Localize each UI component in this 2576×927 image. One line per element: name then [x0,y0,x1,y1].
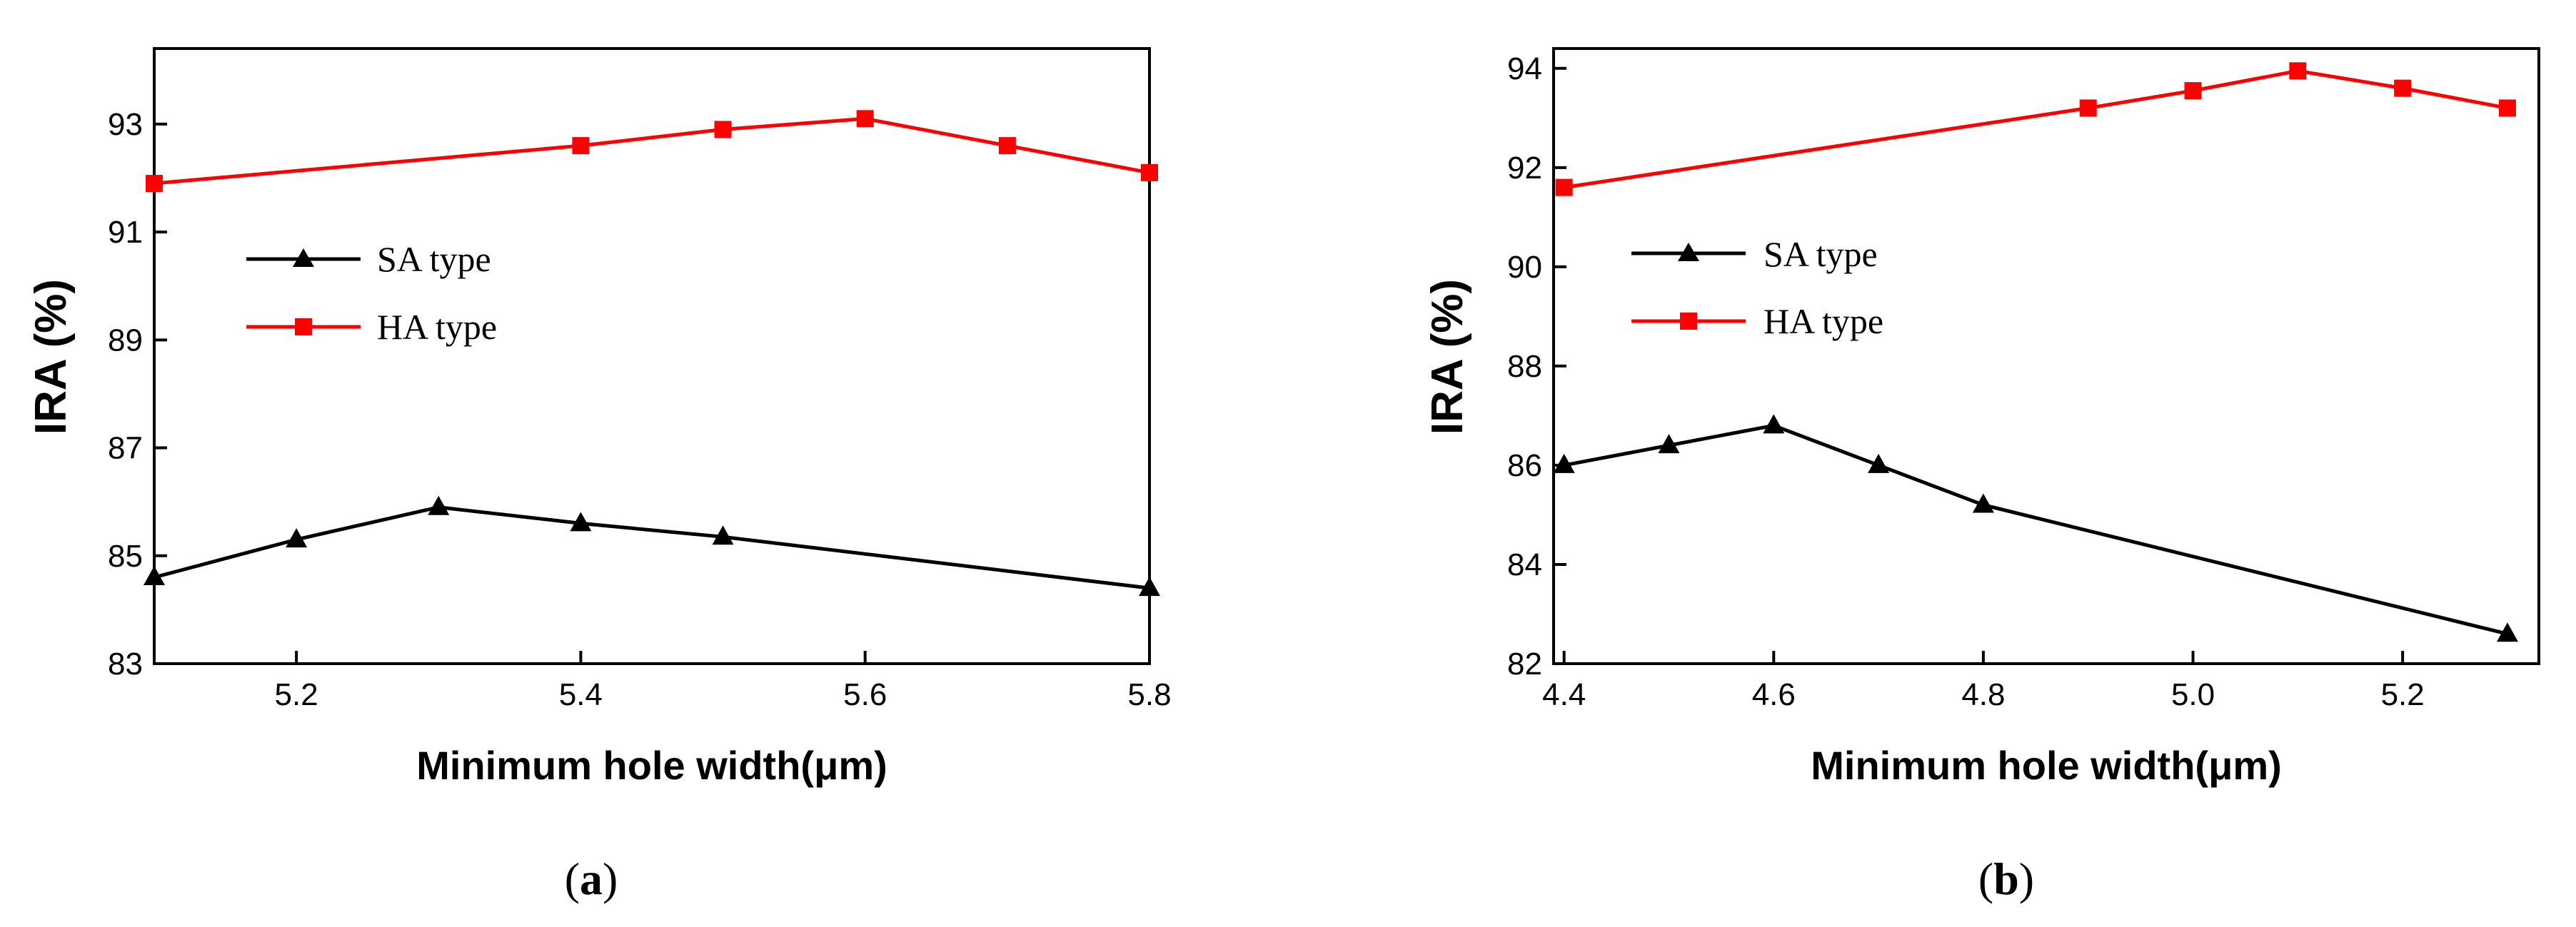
panel-a: 5.2 5.4 5.6 5.8 83 85 87 89 91 93 SA type HA type… [26,47,1172,904]
series-line-ha [1564,69,2508,190]
data-point-sa [1763,414,1785,434]
data-point-ha [998,137,1016,155]
y-tick-label: 91 [108,215,143,250]
legend-square-marker [295,318,312,335]
series-line-sa [1564,423,2508,636]
panel-a-y-axis-title: IRA (%) [26,279,76,435]
x-tick-label: 5.2 [275,677,318,712]
data-point-sa [712,525,734,545]
x-tick-label: 4.4 [1542,677,1586,712]
data-point-sa [428,495,450,515]
panel-b-x-axis-title: Minimum hole width(μm) [1811,743,2282,788]
data-point-sa [1553,453,1575,473]
data-point-ha [714,121,732,138]
data-point-ha [146,175,163,193]
legend-label-sa: SA type [377,239,491,279]
legend-label-ha: HA type [1764,301,1883,341]
series-line-sa [154,505,1150,590]
data-point-ha [1555,178,1573,196]
y-tick-label: 83 [108,647,143,682]
legend-label-sa: SA type [1764,234,1878,274]
panel-a-series [144,110,1160,597]
x-tick-label: 5.2 [2381,677,2425,712]
data-point-ha [856,110,874,128]
data-point-ha [2498,99,2516,117]
series-line-ha [154,116,1150,186]
panel-a-label: (a) [565,853,618,904]
y-tick-label: 87 [108,431,143,466]
panel-b-series [1553,62,2518,642]
panel-b-ticks: 4.4 4.6 4.8 5.0 5.2 82 84 86 88 90 92 94 [1507,51,2425,712]
data-point-sa [286,528,308,548]
y-tick-label: 85 [108,539,143,574]
y-tick-label: 94 [1507,51,1542,86]
y-tick-label: 88 [1507,349,1542,384]
data-point-ha [2079,99,2097,117]
data-point-sa [1972,493,1994,513]
data-point-ha [2394,79,2412,97]
data-point-ha [1141,163,1158,181]
y-tick-label: 84 [1507,547,1542,582]
panel-b-y-axis-title: IRA (%) [1423,279,1472,435]
panel-b-label: (b) [1978,853,2034,904]
x-tick-label: 5.0 [2171,677,2215,712]
legend-triangle-marker [1678,243,1699,261]
y-tick-label: 93 [108,107,143,142]
data-point-ha [2289,62,2307,80]
data-point-sa [144,566,165,586]
x-tick-label: 5.4 [559,677,603,712]
y-tick-label: 86 [1507,448,1542,483]
y-tick-label: 92 [1507,151,1542,186]
legend-label-ha: HA type [377,307,497,347]
x-tick-label: 5.6 [843,677,887,712]
panel-a-legend: SA type HA type [246,239,497,347]
data-point-sa [1139,577,1160,597]
y-tick-label: 82 [1507,647,1542,682]
panel-b-plot-frame [1552,47,2540,665]
legend-triangle-marker [293,248,314,267]
data-point-ha [572,137,590,155]
panel-a-ticks: 5.2 5.4 5.6 5.8 83 85 87 89 91 93 [108,107,1172,712]
x-tick-label: 4.8 [1961,677,2005,712]
panel-b: 4.4 4.6 4.8 5.0 5.2 82 84 86 88 90 92 94 SA type HA… [1423,47,2540,904]
data-point-sa [2496,622,2518,642]
legend-square-marker [1680,313,1697,330]
data-point-sa [1868,453,1890,473]
panel-a-x-axis-title: Minimum hole width(μm) [416,743,887,788]
data-point-sa [570,512,592,532]
panel-a-plot-frame [153,47,1151,665]
y-tick-label: 90 [1507,250,1542,285]
data-point-ha [2184,82,2202,100]
x-tick-label: 4.6 [1752,677,1796,712]
y-tick-label: 89 [108,323,143,358]
data-point-sa [1658,434,1680,454]
panel-b-legend: SA type HA type [1631,234,1883,341]
x-tick-label: 5.8 [1127,677,1171,712]
